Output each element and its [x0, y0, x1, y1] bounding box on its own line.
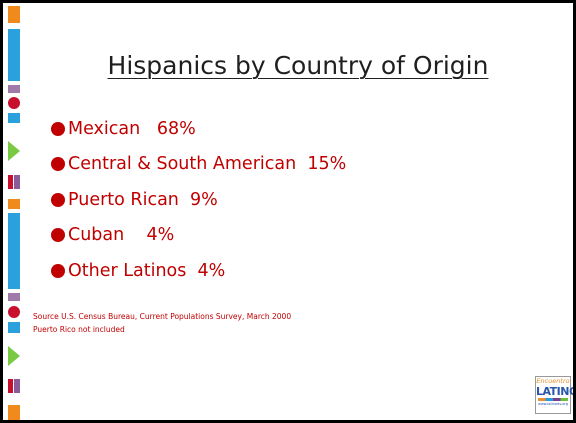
decor-strip [8, 6, 20, 420]
bullet-dot [51, 263, 65, 278]
source-note: Source U.S. Census Bureau, Current Popul… [33, 310, 291, 336]
bullet-text: Cuban 4% [68, 225, 175, 246]
logo-bar [538, 398, 568, 401]
bullet-text: Other Latinos 4% [68, 260, 226, 281]
logo-name: LATINO [536, 385, 576, 398]
logo-top: Encuentro [536, 377, 570, 385]
bullet-item: Mexican 68% [51, 111, 346, 147]
logo-url: www.latinodv.org [537, 402, 569, 406]
bullet-list: Mexican 68% Central & South American 15% P… [51, 111, 346, 289]
source-line: Puerto Rico not included [33, 325, 125, 334]
bullet-dot [51, 121, 65, 136]
bullet-dot [51, 228, 65, 243]
bullet-item: Other Latinos 4% [51, 253, 346, 289]
bullet-text: Mexican 68% [68, 118, 196, 139]
bullet-text: Puerto Rican 9% [68, 189, 218, 210]
bullet-item: Cuban 4% [51, 218, 346, 254]
bullet-text: Central & South American 15% [68, 154, 347, 175]
slide-title: Hispanics by Country of Origin [107, 51, 489, 80]
logo: Encuentro LATINO www.latinodv.org [535, 376, 576, 414]
source-line: Source U.S. Census Bureau, Current Popul… [33, 312, 292, 321]
bullet-dot [51, 192, 65, 207]
bullet-dot [51, 157, 65, 172]
bullet-item: Central & South American 15% [51, 147, 346, 183]
bullet-item: Puerto Rican 9% [51, 182, 346, 218]
